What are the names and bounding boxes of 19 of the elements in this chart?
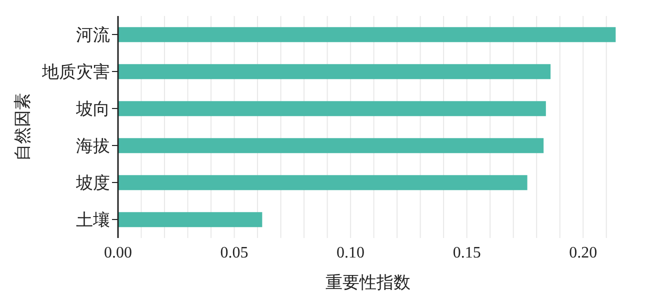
bar [118, 138, 544, 154]
x-tick-label: 0.20 [569, 244, 598, 262]
bar [118, 175, 528, 190]
y-axis-title: 自然因素 [13, 93, 32, 161]
y-tick-label: 坡向 [75, 100, 110, 119]
y-tick-label: 坡度 [75, 174, 110, 193]
bar [118, 64, 551, 80]
bar [118, 101, 546, 116]
x-tick-label: 0.00 [104, 244, 132, 262]
x-axis-title: 重要性指数 [326, 273, 410, 292]
bar [118, 212, 262, 228]
y-tick-label: 土壤 [76, 210, 110, 230]
y-tick-label: 河流 [76, 26, 110, 45]
bar [118, 27, 616, 42]
x-tick-label: 0.15 [452, 244, 481, 262]
y-tick-label: 海拔 [76, 136, 110, 156]
x-tick-label: 0.10 [336, 244, 365, 262]
x-tick-label: 0.05 [220, 244, 248, 262]
y-tick-label: 地质灾害 [41, 62, 110, 82]
